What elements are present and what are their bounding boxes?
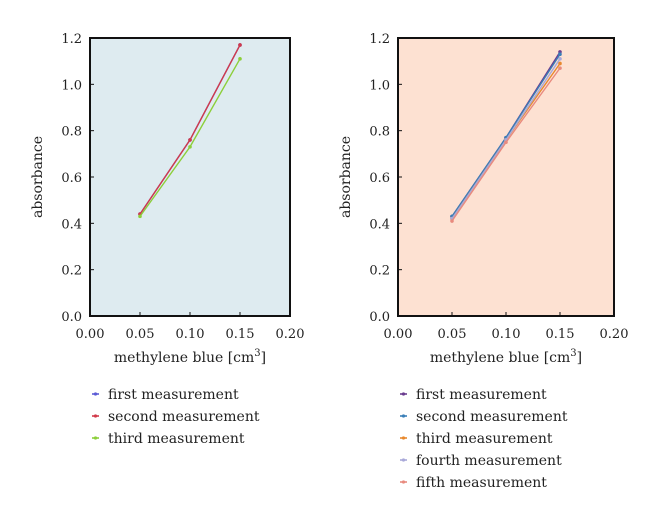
x-axis-label: methylene blue [cm3] xyxy=(114,348,266,366)
x-tick-label: 0.00 xyxy=(76,327,105,342)
y-tick-label: 1.0 xyxy=(61,78,82,93)
plot-frame xyxy=(89,37,291,317)
y-tick-label: 0.8 xyxy=(369,125,390,140)
data-point xyxy=(504,140,508,145)
x-tick-label: 0.15 xyxy=(546,327,575,342)
data-point xyxy=(138,214,142,219)
y-tick-label: 0.4 xyxy=(369,217,390,232)
y-tick-label: 0.6 xyxy=(369,171,390,186)
x-tick-label: 0.10 xyxy=(492,327,521,342)
plot-frame xyxy=(397,37,615,317)
x-tick-label: 0.10 xyxy=(176,327,205,342)
legend-marker xyxy=(93,414,98,418)
chart-panel-2: 0.0 0.2 0.4 0.6 0.8 1.0 1.2 0.00 0.05 0.10 0.15 0.2… xyxy=(338,32,628,491)
data-point xyxy=(558,57,562,61)
x-tick-label: 0.20 xyxy=(276,327,305,342)
data-point xyxy=(238,43,242,47)
legend-marker xyxy=(93,436,98,440)
y-tick-label: 0.2 xyxy=(369,264,390,279)
y-tick-label: 0.0 xyxy=(369,310,390,325)
legend-marker xyxy=(401,458,406,462)
x-tick-label: 0.20 xyxy=(600,327,629,342)
x-tick-label: 0.00 xyxy=(384,327,413,342)
chart-panel-1: 0.0 0.2 0.4 0.6 0.8 1.0 1.2 0.00 0.05 0.10 0.15 0.2… xyxy=(30,32,304,447)
data-point xyxy=(558,52,562,57)
x-axis-label: methylene blue [cm3] xyxy=(430,348,582,366)
legend-label: first measurement xyxy=(416,387,547,403)
legend-label: first measurement xyxy=(108,387,239,403)
legend-marker xyxy=(93,392,98,396)
x-tick-label: 0.15 xyxy=(226,327,255,342)
legend-label: fifth measurement xyxy=(416,475,547,491)
y-tick-label: 0.6 xyxy=(61,171,82,186)
legend-label: third measurement xyxy=(108,431,245,447)
data-point xyxy=(558,66,562,70)
data-point xyxy=(558,61,562,66)
legend-label: second measurement xyxy=(416,409,568,425)
legend-marker xyxy=(401,414,406,418)
data-point xyxy=(188,145,192,149)
y-tick-label: 0.0 xyxy=(61,310,82,325)
x-tick-label: 0.05 xyxy=(126,327,155,342)
data-point xyxy=(188,138,192,142)
x-tick-label: 0.05 xyxy=(438,327,467,342)
legend-label: fourth measurement xyxy=(416,453,562,469)
legend-label: third measurement xyxy=(416,431,553,447)
data-point xyxy=(450,219,454,223)
y-tick-label: 1.2 xyxy=(61,32,82,47)
y-tick-label: 0.8 xyxy=(61,125,82,140)
legend: first measurement second measurement third… xyxy=(92,387,260,447)
legend-marker xyxy=(401,436,406,440)
y-axis-label: absorbance xyxy=(338,136,354,218)
legend-marker xyxy=(401,480,406,484)
y-tick-label: 1.2 xyxy=(369,32,390,47)
y-tick-label: 1.0 xyxy=(369,78,390,93)
plot-background xyxy=(398,38,614,316)
plot-background xyxy=(90,38,290,316)
legend-marker xyxy=(401,392,406,396)
data-point xyxy=(238,57,242,61)
y-tick-label: 0.2 xyxy=(61,264,82,279)
y-axis-label: absorbance xyxy=(30,136,46,218)
legend-label: second measurement xyxy=(108,409,260,425)
y-tick-label: 0.4 xyxy=(61,217,82,232)
legend: first measurement second measurement third… xyxy=(400,387,568,491)
